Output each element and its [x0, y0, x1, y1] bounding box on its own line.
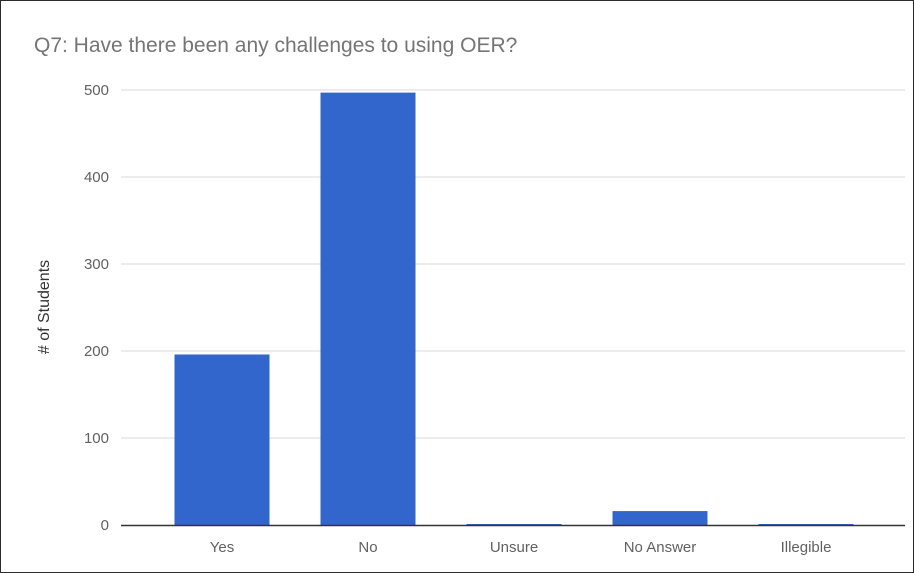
y-axis-tick-labels: 0 100 200 300 400 500 [84, 82, 109, 534]
bar-no [320, 92, 416, 526]
y-tick-label: 300 [84, 256, 109, 273]
bars [174, 92, 854, 526]
y-tick-label: 100 [84, 430, 109, 447]
x-tick-label: No [358, 539, 377, 556]
gridlines [121, 89, 905, 439]
y-tick-label: 200 [84, 343, 109, 360]
x-axis-tick-labels: Yes No Unsure No Answer Illegible [210, 539, 832, 556]
x-tick-label: Illegible [781, 539, 832, 556]
x-tick-label: No Answer [624, 539, 697, 556]
bar-no-answer [612, 511, 708, 525]
x-tick-label: Unsure [490, 539, 538, 556]
y-tick-label: 0 [101, 517, 109, 534]
bar-illegible [758, 524, 854, 525]
x-tick-label: Yes [210, 539, 234, 556]
y-axis-label: # of Students [36, 260, 53, 354]
bar-yes [174, 354, 270, 525]
y-tick-label: 400 [84, 169, 109, 186]
bar-unsure [466, 524, 562, 525]
y-tick-label: 500 [84, 82, 109, 99]
chart-title: Q7: Have there been any challenges to us… [34, 34, 518, 57]
